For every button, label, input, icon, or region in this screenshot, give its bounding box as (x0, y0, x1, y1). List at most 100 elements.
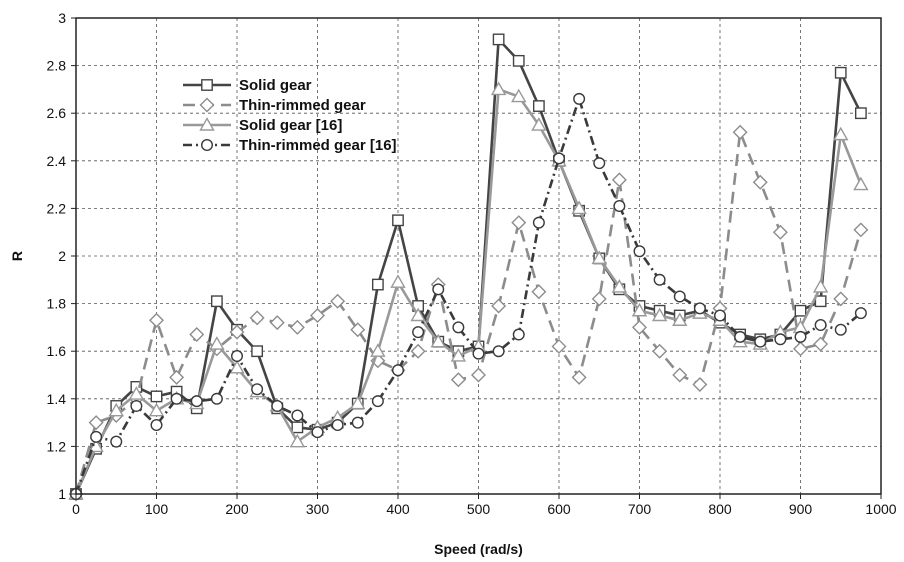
data-point (249, 310, 265, 326)
data-point (392, 364, 405, 377)
data-point (853, 176, 869, 191)
series-thin-rimmed-gear (68, 124, 869, 502)
data-point (289, 319, 305, 335)
data-point (251, 345, 264, 358)
data-point (511, 215, 527, 231)
y-tick-label: 2.2 (47, 200, 67, 216)
data-point (491, 298, 507, 314)
data-point (854, 307, 867, 320)
data-point (269, 315, 285, 331)
data-point (390, 274, 406, 288)
data-point (251, 383, 264, 396)
data-point (512, 54, 525, 67)
data-point (450, 348, 467, 362)
y-tick-label: 1.2 (47, 438, 67, 454)
data-point (430, 333, 446, 348)
data-point (613, 200, 626, 213)
data-point (108, 402, 124, 417)
y-tick-label: 1.4 (47, 391, 67, 407)
data-point (854, 107, 867, 120)
data-point (371, 278, 384, 291)
data-point (490, 81, 507, 96)
data-point (350, 322, 366, 338)
legend-label: Solid gear (239, 77, 312, 94)
data-point (633, 245, 646, 258)
data-point (814, 319, 827, 332)
data-point (130, 399, 143, 412)
x-tick-label: 600 (547, 501, 571, 517)
data-point (210, 392, 223, 405)
x-tick-label: 800 (708, 501, 732, 517)
y-tick-label: 2 (58, 248, 66, 264)
data-point (169, 369, 185, 385)
data-point (814, 295, 827, 308)
data-point (631, 302, 648, 317)
data-point (472, 347, 485, 360)
data-point (611, 172, 627, 188)
data-point (834, 323, 847, 336)
legend-marker (200, 138, 213, 151)
data-point (229, 324, 245, 340)
data-point (632, 319, 647, 335)
legend-item-thin-rimmed-gear-16: Thin-rimmed gear [16] (183, 137, 397, 154)
x-tick-label: 500 (467, 501, 491, 517)
x-tick-label: 100 (145, 501, 169, 517)
data-point (410, 307, 426, 322)
data-point (853, 222, 869, 238)
data-point (432, 283, 445, 296)
data-point (110, 435, 123, 448)
data-point (532, 100, 545, 112)
data-point (289, 433, 306, 448)
series-thin-rimmed-gear-16 (69, 92, 867, 501)
data-point (591, 250, 607, 265)
data-point (752, 174, 768, 190)
data-point (651, 307, 668, 322)
data-point (812, 279, 829, 293)
data-point (553, 152, 566, 165)
data-point (150, 390, 163, 403)
data-point (774, 333, 787, 346)
data-point (291, 421, 304, 434)
data-point (331, 418, 344, 431)
data-point (492, 33, 505, 46)
legend-label: Solid gear [16] (239, 117, 342, 134)
data-point (672, 312, 688, 326)
data-point (492, 345, 505, 358)
data-point (150, 418, 163, 431)
data-point (371, 395, 384, 408)
y-axis-title: R (9, 251, 25, 261)
x-tick-label: 300 (306, 501, 330, 517)
x-tick-label: 200 (225, 501, 249, 517)
data-point (271, 399, 284, 412)
data-point (410, 343, 426, 359)
data-point (330, 293, 346, 309)
y-tick-label: 2.8 (47, 58, 67, 74)
data-point (672, 367, 688, 383)
axis-ticks: 0 100 200 300 400 500 600 700 800 900 1000 1 1.2 1.4 1… (47, 10, 897, 517)
data-point (591, 291, 607, 307)
data-point (310, 308, 325, 323)
data-point (230, 349, 243, 362)
data-point (392, 214, 404, 227)
legend-label: Thin-rimmed gear (239, 97, 366, 114)
data-point (653, 273, 666, 286)
y-tick-label: 2.4 (47, 153, 67, 169)
x-tick-label: 700 (628, 501, 652, 517)
data-point (531, 117, 547, 131)
data-point (693, 302, 706, 315)
series-line (74, 130, 863, 495)
series-line (74, 97, 862, 495)
data-point (754, 335, 767, 348)
data-point (692, 377, 708, 393)
data-point (450, 372, 466, 388)
data-point (834, 66, 847, 79)
data-point (714, 309, 727, 322)
data-point (571, 200, 587, 215)
y-tick-label: 3 (58, 10, 66, 26)
data-point (90, 430, 103, 443)
data-point (833, 291, 849, 307)
data-point (189, 327, 205, 343)
series-line (74, 38, 863, 495)
y-tick-label: 2.6 (47, 105, 67, 121)
